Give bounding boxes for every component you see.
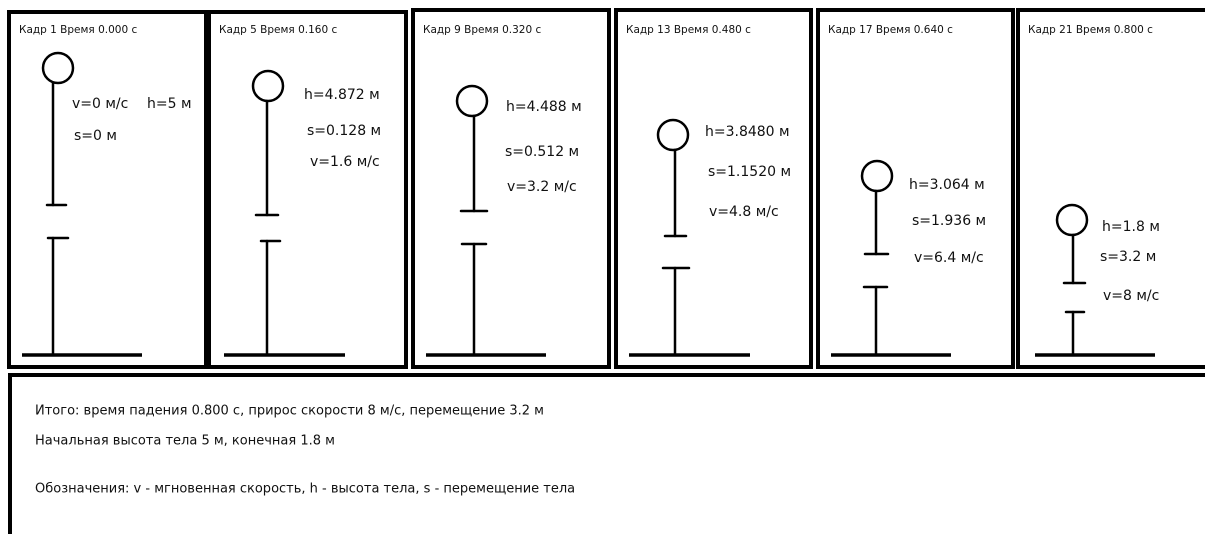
value-label: v=6.4 м/с — [914, 250, 984, 266]
frame-header: Кадр 21 Время 0.800 с — [1028, 24, 1153, 36]
frame-box — [616, 10, 811, 367]
drawing: Кадр 1 Время 0.000 с v=0 м/с h=5 м s=0 м Кад… — [0, 0, 1205, 534]
ball — [253, 71, 283, 101]
summary-line: Обозначения: v - мгновенная скорость, h … — [35, 482, 575, 497]
summary-box — [10, 375, 1205, 534]
value-label: v=0 м/с — [72, 96, 128, 112]
ball — [1057, 205, 1087, 235]
value-label: h=5 м — [147, 96, 192, 112]
value-label: h=4.872 м — [304, 87, 380, 103]
value-label: v=4.8 м/с — [709, 204, 779, 220]
value-label: s=1.1520 м — [708, 164, 791, 180]
summary-line: Начальная высота тела 5 м, конечная 1.8 … — [35, 434, 335, 449]
frame-box — [1018, 10, 1205, 367]
value-label: s=0 м — [74, 128, 117, 144]
ball — [862, 161, 892, 191]
value-label: s=0.128 м — [307, 123, 381, 139]
value-label: v=1.6 м/с — [310, 154, 380, 170]
frame-header: Кадр 17 Время 0.640 с — [828, 24, 953, 36]
frame-header: Кадр 9 Время 0.320 с — [423, 24, 541, 36]
frame-box — [9, 12, 206, 367]
ball — [43, 53, 73, 83]
value-label: h=1.8 м — [1102, 219, 1160, 235]
value-label: v=8 м/с — [1103, 288, 1159, 304]
frame-header: Кадр 13 Время 0.480 с — [626, 24, 751, 36]
ball — [658, 120, 688, 150]
value-label: v=3.2 м/с — [507, 179, 577, 195]
value-label: s=0.512 м — [505, 144, 579, 160]
value-label: h=3.064 м — [909, 177, 985, 193]
value-label: s=1.936 м — [912, 213, 986, 229]
value-label: s=3.2 м — [1100, 249, 1156, 265]
page: {"frames": [ {"header": "Кадр 1 Время 0.… — [0, 0, 1205, 534]
frame-header: Кадр 1 Время 0.000 с — [19, 24, 137, 36]
ball — [457, 86, 487, 116]
value-label: h=4.488 м — [506, 99, 582, 115]
frame-header: Кадр 5 Время 0.160 с — [219, 24, 337, 36]
summary-line: Итого: время падения 0.800 с, прирос ско… — [35, 404, 544, 419]
value-label: h=3.8480 м — [705, 124, 790, 140]
frame-box — [209, 12, 406, 367]
